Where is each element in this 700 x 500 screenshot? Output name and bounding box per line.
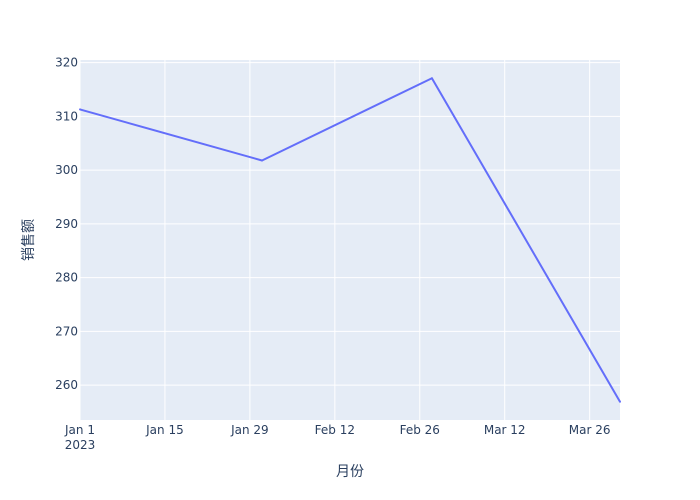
data-point <box>619 400 621 403</box>
gridlines <box>79 60 620 420</box>
y-tick-label: 300 <box>55 163 78 177</box>
x-tick-label: Feb 12 <box>315 423 355 437</box>
data-point <box>430 77 433 80</box>
x-tick-label: Jan 1 <box>64 423 95 437</box>
y-tick-label: 290 <box>55 217 78 231</box>
y-axis-ticks: 260 270 280 290 300 310 320 <box>55 56 78 392</box>
y-tick-label: 270 <box>55 324 78 338</box>
plot-area <box>80 60 620 420</box>
y-tick-label: 320 <box>55 56 78 70</box>
series-line <box>79 77 621 403</box>
x-tick-label: Mar 26 <box>569 423 611 437</box>
x-tick-label: Jan 15 <box>145 423 184 437</box>
x-tick-label: Jan 29 <box>230 423 269 437</box>
y-tick-label: 280 <box>55 271 78 285</box>
x-tick-label: Feb 26 <box>400 423 440 437</box>
x-tick-sublabel: 2023 <box>65 438 96 452</box>
y-tick-label: 310 <box>55 109 78 123</box>
x-tick-label: Mar 12 <box>484 423 526 437</box>
data-point <box>79 108 81 111</box>
x-axis-title: 月份 <box>336 464 364 480</box>
y-tick-label: 260 <box>55 378 78 392</box>
y-axis-title: 销售额 <box>21 219 37 261</box>
data-point <box>261 159 264 162</box>
series-layer <box>79 77 621 403</box>
